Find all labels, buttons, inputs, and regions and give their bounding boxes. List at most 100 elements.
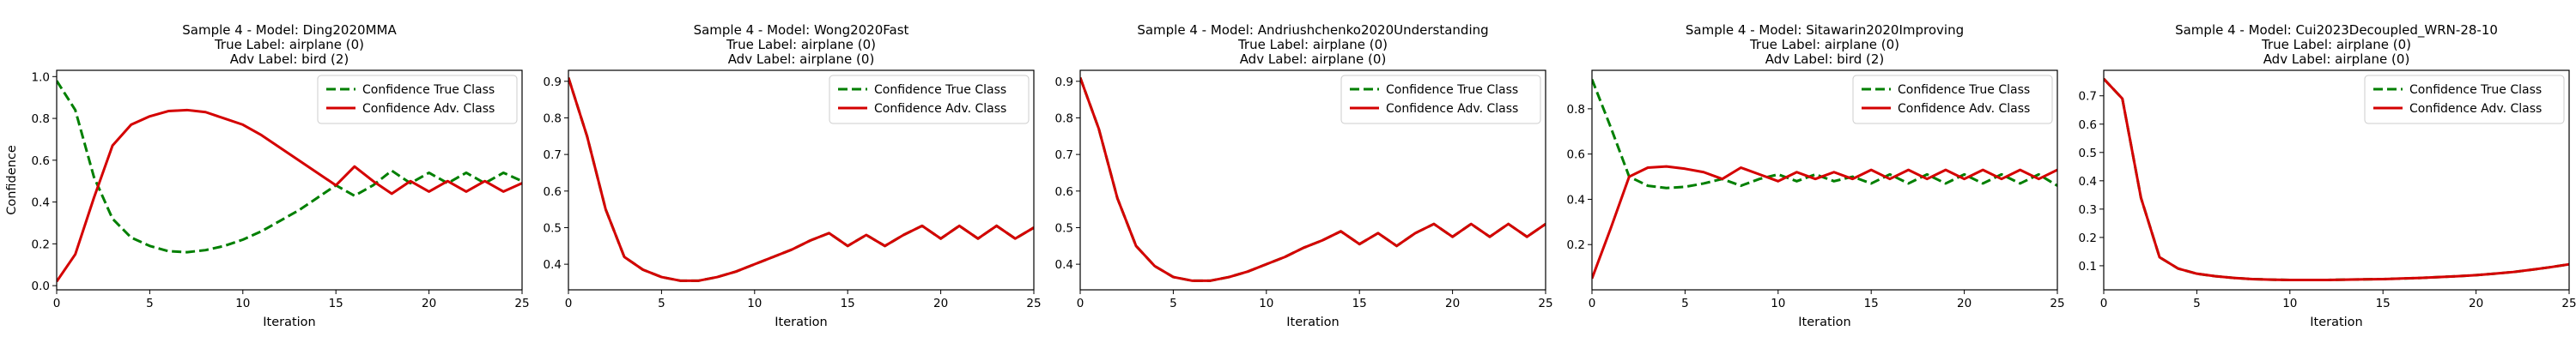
y-tick-label: 0.2 <box>2079 232 2097 245</box>
y-tick-label: 0.2 <box>1567 238 1585 252</box>
x-tick-label: 10 <box>235 297 250 310</box>
x-tick-label: 15 <box>1352 297 1367 310</box>
y-tick-label: 0.4 <box>2079 175 2097 189</box>
chart-title-line: Adv Label: bird (2) <box>230 51 349 67</box>
axes-frame <box>1591 69 2058 291</box>
axes-frame <box>1079 69 1546 291</box>
legend-label: Confidence True Class <box>1898 83 2030 97</box>
y-tick-label: 0.5 <box>2079 147 2097 160</box>
legend: Confidence True Class Confidence Adv. Cla… <box>1340 75 1541 124</box>
plot-area <box>57 80 522 283</box>
chart-title-line: True Label: airplane (0) <box>1237 37 1388 52</box>
y-tick-label: 0.2 <box>32 238 50 251</box>
legend-label: Confidence Adv. Class <box>362 102 495 116</box>
x-tick-label: 25 <box>1538 297 1552 310</box>
axes-frame <box>2103 69 2570 291</box>
y-tick-label: 0.7 <box>2079 90 2097 104</box>
y-tick-label: 0.6 <box>544 185 562 199</box>
x-tick-label: 10 <box>2282 297 2297 310</box>
series-line-adv-class <box>2104 77 2569 281</box>
x-tick-label: 5 <box>2193 297 2201 310</box>
legend: Confidence True Class Confidence Adv. Cla… <box>829 75 1030 124</box>
y-tick-label: 0.3 <box>2079 203 2097 217</box>
chart-panel-5: Sample 4 - Model: Cui2023Decoupled_WRN-2… <box>2079 22 2576 329</box>
y-tick-label: 0.8 <box>1567 103 1585 117</box>
legend-box <box>1852 75 2053 124</box>
x-tick-label: 15 <box>841 297 855 310</box>
x-tick-label: 0 <box>53 297 61 310</box>
chart-title-line: Adv Label: airplane (0) <box>2263 51 2410 67</box>
y-tick-label: 0.6 <box>2079 118 2097 132</box>
x-tick-label: 25 <box>2050 297 2064 310</box>
legend-label: Confidence True Class <box>874 83 1006 97</box>
chart-panel-4: Sample 4 - Model: Sitawarin2020Improving… <box>1567 22 2065 329</box>
x-tick-label: 0 <box>1589 297 1596 310</box>
chart-title-line: True Label: airplane (0) <box>2261 37 2411 52</box>
chart-title-line: Sample 4 - Model: Ding2020MMA <box>182 22 397 38</box>
legend-box <box>317 75 518 124</box>
chart-title-line: True Label: airplane (0) <box>1749 37 1899 52</box>
chart-title-line: Sample 4 - Model: Cui2023Decoupled_WRN-2… <box>2175 22 2498 39</box>
x-tick-label: 20 <box>422 297 436 310</box>
y-tick-label: 0.6 <box>32 154 50 168</box>
x-tick-label: 5 <box>1170 297 1177 310</box>
x-tick-label: 0 <box>2100 297 2108 310</box>
axes-frame <box>568 69 1035 291</box>
x-tick-label: 20 <box>1957 297 1971 310</box>
y-tick-label: 0.7 <box>544 148 562 162</box>
y-axis-label: Confidence <box>5 145 19 215</box>
y-tick-label: 0.8 <box>544 111 562 125</box>
legend-label: Confidence Adv. Class <box>1386 102 1518 116</box>
y-tick-label: 0.6 <box>1567 148 1585 162</box>
x-tick-label: 5 <box>658 297 665 310</box>
x-tick-label: 25 <box>514 297 529 310</box>
y-tick-label: 0.0 <box>32 280 50 293</box>
legend: Confidence True Class Confidence Adv. Cla… <box>1852 75 2053 124</box>
chart-title-line: True Label: airplane (0) <box>726 37 876 52</box>
plot-area <box>1592 79 2057 280</box>
series-line-adv-class <box>57 108 522 283</box>
legend-label: Confidence Adv. Class <box>1898 102 2030 116</box>
x-tick-label: 5 <box>1681 297 1689 310</box>
x-axis-label: Iteration <box>2310 316 2363 329</box>
x-axis-label: Iteration <box>263 316 316 329</box>
x-tick-label: 15 <box>329 297 343 310</box>
y-tick-label: 0.5 <box>1055 221 1073 235</box>
y-tick-label: 0.4 <box>544 258 562 272</box>
y-tick-label: 1.0 <box>32 70 50 84</box>
y-tick-label: 0.6 <box>1055 185 1073 199</box>
x-tick-label: 25 <box>2561 297 2576 310</box>
legend-label: Confidence Adv. Class <box>2409 102 2542 116</box>
legend-box <box>2364 75 2565 124</box>
legend-label: Confidence True Class <box>1386 83 1518 97</box>
y-tick-label: 0.9 <box>1055 75 1073 89</box>
x-tick-label: 10 <box>747 297 762 310</box>
legend-label: Confidence True Class <box>362 83 495 97</box>
plot-area <box>568 77 1034 282</box>
y-tick-label: 0.9 <box>544 75 562 89</box>
chart-panel-3: Sample 4 - Model: Andriushchenko2020Unde… <box>1055 22 1553 329</box>
y-tick-label: 0.8 <box>32 112 50 126</box>
chart-title-line: Adv Label: bird (2) <box>1765 51 1885 67</box>
legend-label: Confidence Adv. Class <box>874 102 1006 116</box>
x-tick-label: 15 <box>1864 297 1879 310</box>
legend-box <box>1340 75 1541 124</box>
x-tick-label: 10 <box>1259 297 1273 310</box>
y-tick-label: 0.4 <box>1055 258 1073 272</box>
y-tick-label: 0.1 <box>2079 260 2097 274</box>
chart-title-line: True Label: airplane (0) <box>214 37 364 52</box>
x-axis-label: Iteration <box>1286 316 1340 329</box>
x-tick-label: 20 <box>1445 297 1460 310</box>
x-tick-label: 0 <box>565 297 573 310</box>
x-tick-label: 15 <box>2376 297 2391 310</box>
legend-label: Confidence True Class <box>2409 83 2542 97</box>
axes-frame <box>56 69 523 291</box>
x-tick-label: 20 <box>933 297 948 310</box>
plot-area <box>2104 77 2569 281</box>
series-line-true-class <box>1592 79 2057 190</box>
x-tick-label: 25 <box>1026 297 1041 310</box>
x-tick-label: 10 <box>1771 297 1785 310</box>
y-tick-label: 0.7 <box>1055 148 1073 162</box>
